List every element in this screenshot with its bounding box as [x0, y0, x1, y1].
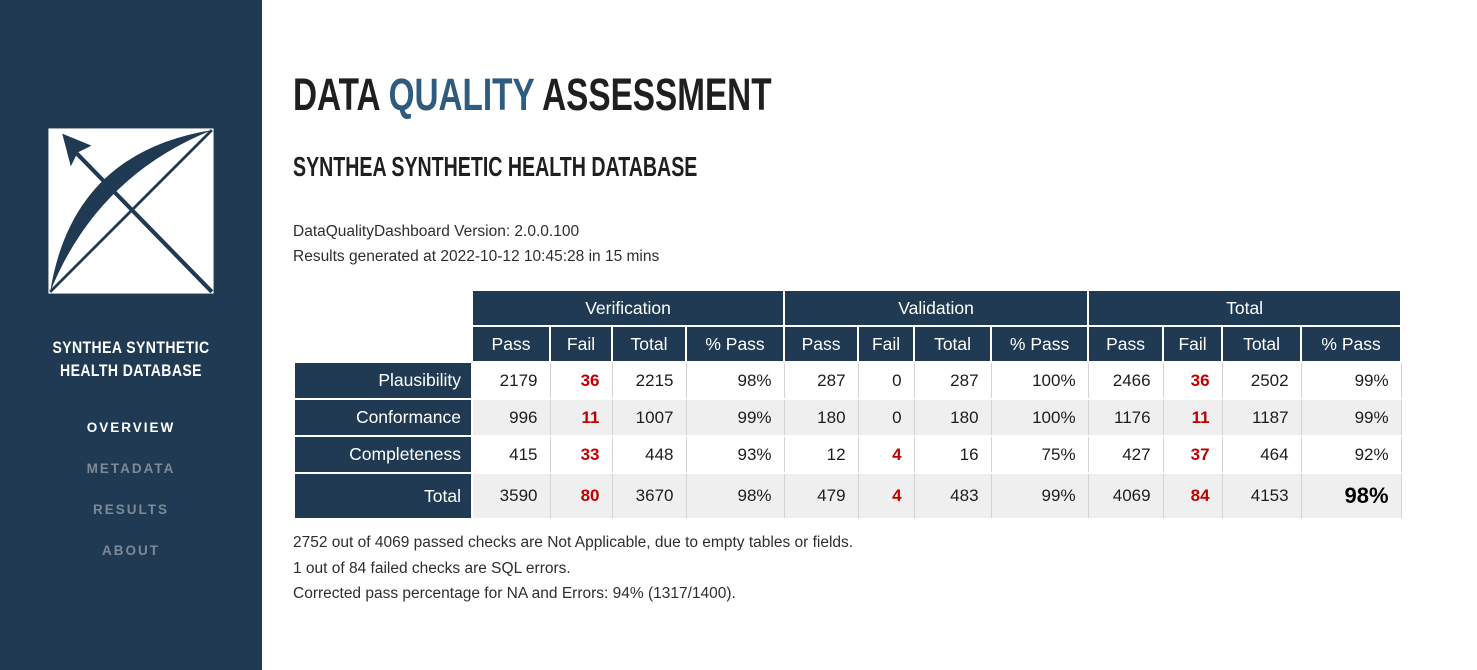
table-cell: 2466	[1087, 361, 1164, 400]
table-cell: 99%	[1300, 361, 1402, 400]
row-label: Completeness	[293, 435, 473, 474]
table-row: Total 3590 80 3670 98% 479 4 483 99% 4069 84 4153 98…	[293, 472, 1402, 520]
table-cell: 464	[1221, 435, 1302, 474]
col-header-pct-pass: % Pass	[684, 325, 786, 363]
table-cell: 98%	[1300, 472, 1402, 520]
table-cell: 2215	[611, 361, 687, 400]
table-cell: 180	[913, 398, 992, 437]
generated-line: Results generated at 2022-10-12 10:45:28…	[293, 248, 660, 265]
table-cell: 80	[549, 472, 613, 520]
table-cell: 287	[783, 361, 859, 400]
table-cell: 100%	[990, 361, 1089, 400]
version-line: DataQualityDashboard Version: 2.0.0.100	[293, 223, 580, 240]
table-cell: 2179	[471, 361, 551, 400]
table-cell: 3590	[471, 472, 551, 520]
table-cell: 427	[1087, 435, 1164, 474]
row-label: Total	[293, 472, 473, 520]
summary-table-body: Plausibility 2179 36 2215 98% 287 0 287 100% 2466…	[293, 361, 1402, 520]
table-cell: 1187	[1221, 398, 1302, 437]
group-header-validation: Validation	[783, 289, 1090, 327]
table-cell: 1007	[611, 398, 687, 437]
table-cell: 12	[783, 435, 859, 474]
table-cell: 1176	[1087, 398, 1164, 437]
footnote-sql-errors: 1 out of 84 failed checks are SQL errors…	[293, 559, 571, 577]
summary-table: Verification Validation Total Pass Fail …	[293, 289, 1403, 520]
footnote-corrected-pct: Corrected pass percentage for NA and Err…	[293, 585, 736, 602]
sidebar-nav: OVERVIEW METADATA RESULTS ABOUT	[0, 407, 262, 571]
table-cell: 100%	[990, 398, 1089, 437]
col-header-total: Total	[1221, 325, 1303, 363]
col-header-pct-pass: % Pass	[990, 325, 1090, 363]
sidebar-database-name: SYNTHEA SYNTHETIC HEALTH DATABASE	[52, 339, 210, 381]
table-cell: 479	[783, 472, 859, 520]
table-cell: 3670	[611, 472, 687, 520]
footnote-na: 2752 out of 4069 passed checks are Not A…	[293, 534, 854, 551]
table-cell: 483	[913, 472, 992, 520]
table-corner	[294, 290, 472, 362]
table-cell: 16	[913, 435, 992, 474]
table-cell: 2502	[1221, 361, 1302, 400]
table-cell: 4	[857, 435, 915, 474]
group-header-total: Total	[1087, 289, 1403, 327]
group-header-row: Verification Validation Total	[294, 289, 1403, 327]
table-cell: 180	[783, 398, 859, 437]
table-cell: 84	[1162, 472, 1223, 520]
col-header-pass: Pass	[783, 325, 860, 363]
table-cell: 98%	[685, 361, 785, 400]
col-header-pass: Pass	[1087, 325, 1165, 363]
main-content: DATA QUALITY ASSESSMENT SYNTHEA SYNTHETI…	[262, 0, 1477, 670]
row-label: Conformance	[293, 398, 473, 437]
table-cell: 996	[471, 398, 551, 437]
table-cell: 99%	[1300, 398, 1402, 437]
group-header-verification: Verification	[470, 289, 786, 327]
table-row: Completeness 415 33 448 93% 12 4 16 75% 427 37 464 9…	[293, 435, 1402, 474]
table-cell: 92%	[1300, 435, 1402, 474]
table-cell: 33	[549, 435, 613, 474]
col-header-total: Total	[611, 325, 687, 363]
bow-and-arrow-logo-icon	[45, 125, 217, 297]
table-cell: 99%	[990, 472, 1089, 520]
col-header-fail: Fail	[1162, 325, 1224, 363]
table-row: Plausibility 2179 36 2215 98% 287 0 287 100% 2466…	[293, 361, 1402, 400]
table-cell: 448	[611, 435, 687, 474]
table-row: Conformance 996 11 1007 99% 180 0 180 100% 1176 11…	[293, 398, 1402, 437]
col-header-total: Total	[913, 325, 993, 363]
database-subtitle: SYNTHEA SYNTHETIC HEALTH DATABASE	[293, 151, 698, 182]
table-cell: 4153	[1221, 472, 1302, 520]
meta-block: DataQualityDashboard Version: 2.0.0.100 …	[293, 219, 1477, 269]
sidebar-item-overview[interactable]: OVERVIEW	[86, 420, 176, 436]
sidebar-item-results[interactable]: RESULTS	[92, 502, 169, 518]
table-cell: 415	[471, 435, 551, 474]
col-header-fail: Fail	[549, 325, 613, 363]
sidebar-item-metadata[interactable]: METADATA	[86, 461, 176, 477]
table-cell: 75%	[990, 435, 1089, 474]
table-cell: 287	[913, 361, 992, 400]
table-cell: 36	[1162, 361, 1223, 400]
table-cell: 99%	[685, 398, 785, 437]
table-cell: 11	[549, 398, 613, 437]
table-cell: 4069	[1087, 472, 1164, 520]
page-title-prefix: DATA	[293, 69, 389, 120]
column-header-row: Pass Fail Total % Pass Pass Fail Total %…	[294, 325, 1403, 363]
col-header-pct-pass: % Pass	[1300, 325, 1403, 363]
table-cell: 0	[857, 361, 915, 400]
table-cell: 93%	[685, 435, 785, 474]
col-header-pass: Pass	[471, 325, 551, 363]
sidebar-item-about[interactable]: ABOUT	[102, 543, 160, 559]
table-cell: 37	[1162, 435, 1223, 474]
row-label: Plausibility	[293, 361, 473, 400]
footnotes: 2752 out of 4069 passed checks are Not A…	[293, 530, 1477, 607]
table-cell: 98%	[685, 472, 785, 520]
table-cell: 0	[857, 398, 915, 437]
col-header-fail: Fail	[857, 325, 916, 363]
page-title-suffix: ASSESSMENT	[534, 69, 772, 120]
page-title-highlight: QUALITY	[388, 69, 535, 120]
sidebar: SYNTHEA SYNTHETIC HEALTH DATABASE OVERVI…	[0, 0, 262, 670]
page-title: DATA QUALITY ASSESSMENT	[293, 72, 1477, 117]
table-cell: 11	[1162, 398, 1223, 437]
table-cell: 36	[549, 361, 613, 400]
table-cell: 4	[857, 472, 915, 520]
